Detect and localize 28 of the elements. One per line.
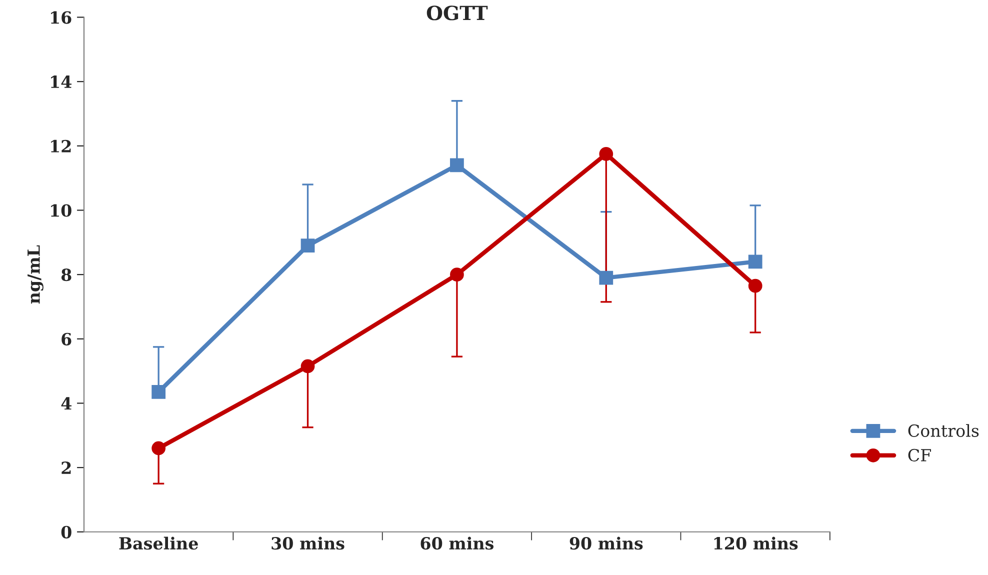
point xyxy=(599,147,614,161)
y-tick-label: 10 xyxy=(51,204,72,217)
y-tick-label: 8 xyxy=(61,268,72,282)
point xyxy=(748,254,762,269)
x-tick-label: 90 mins xyxy=(570,536,643,550)
y-tick-label: 14 xyxy=(51,76,72,88)
legend-label: Controls xyxy=(908,424,979,437)
point xyxy=(599,270,614,285)
x-tick-label: Baseline xyxy=(119,536,198,550)
x-tick-label: 60 mins xyxy=(420,536,494,550)
legend-label: CF xyxy=(908,448,931,462)
point xyxy=(450,158,464,172)
x-tick-label: 30 mins xyxy=(272,536,344,550)
point xyxy=(450,268,464,282)
point xyxy=(748,278,762,293)
y-axis-title: ng/mL xyxy=(28,245,44,304)
x-tick-label: 120 mins xyxy=(714,536,798,550)
chart-title: OGTT xyxy=(426,6,488,20)
point xyxy=(152,441,166,456)
y-tick-label: 2 xyxy=(62,462,71,474)
y-tick-label: 6 xyxy=(62,332,72,346)
point xyxy=(300,238,315,253)
y-tick-label: 16 xyxy=(51,11,72,24)
point xyxy=(152,385,166,399)
y-tick-label: 12 xyxy=(51,140,71,152)
y-tick-label: 0 xyxy=(61,526,72,538)
point xyxy=(300,359,315,374)
y-tick-label: 4 xyxy=(61,397,72,410)
